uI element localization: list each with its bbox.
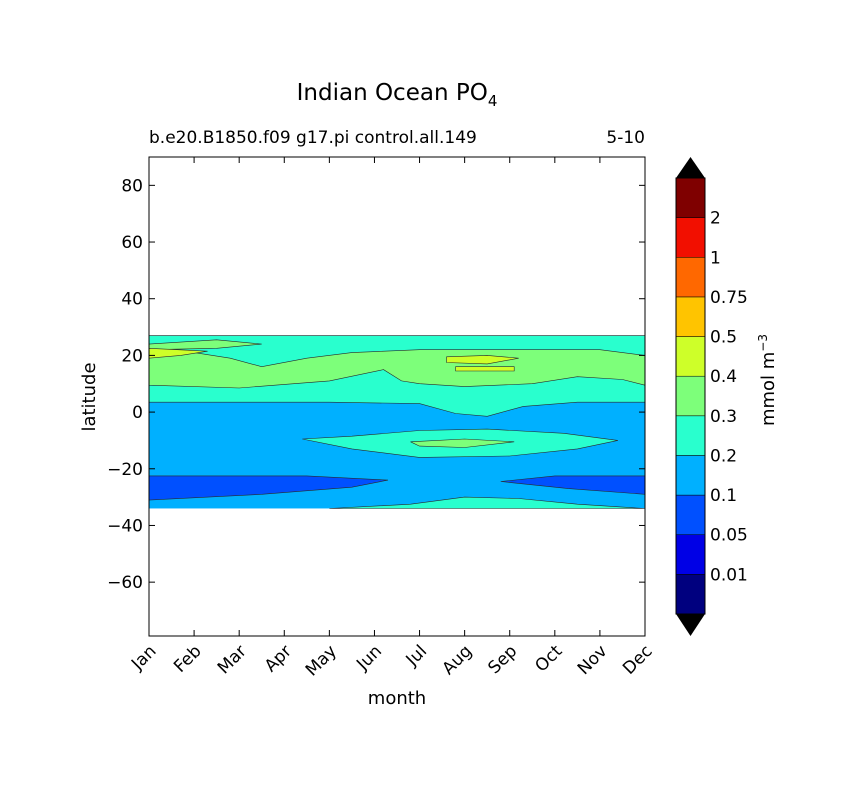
colorbar-segment xyxy=(675,534,706,575)
chart-subtitle-right: 5-10 xyxy=(606,128,645,148)
x-axis-label: month xyxy=(368,688,426,709)
x-tick-label: Jun xyxy=(352,641,386,675)
colorbar-segment xyxy=(675,415,706,456)
y-tick-label: −60 xyxy=(107,573,143,593)
contour-region-aug-0.4 xyxy=(446,355,519,365)
x-tick-label: Feb xyxy=(170,641,205,676)
x-tick-label: Mar xyxy=(214,641,251,678)
chart-title-text: Indian Ocean PO xyxy=(297,80,488,106)
y-axis: 80 60 40 20 0 −20 −40 −60 xyxy=(107,176,645,593)
colorbar-segment xyxy=(675,494,706,535)
colorbar-segment xyxy=(675,455,706,496)
x-tick-label: Nov xyxy=(574,641,612,679)
x-tick-label: Sep xyxy=(484,641,521,678)
y-axis-label: latitude xyxy=(79,362,100,431)
colorbar-frame xyxy=(675,177,706,615)
chart-subtitle-left: b.e20.B1850.f09 g17.pi control.all.149 xyxy=(149,128,477,148)
colorbar-segment xyxy=(675,217,706,258)
x-tick-label: Oct xyxy=(531,641,566,676)
x-tick-label: May xyxy=(302,641,341,680)
x-tick-label: Aug xyxy=(439,641,477,679)
colorbar: 0.01 0.05 0.1 0.2 0.3 0.4 0.5 0.75 1 2 xyxy=(675,157,748,636)
colorbar-tick-label: 0.3 xyxy=(710,407,737,427)
x-tick-label: Jul xyxy=(402,641,431,670)
colorbar-label-superscript: −3 xyxy=(756,334,770,352)
colorbar-tick-label: 0.01 xyxy=(710,565,748,585)
y-tick-label: 80 xyxy=(121,176,143,196)
y-tick-label: 40 xyxy=(121,290,143,310)
colorbar-label-text: mmol m xyxy=(758,352,779,426)
y-tick-label: 60 xyxy=(121,233,143,253)
contour-region-central-0.3 xyxy=(410,438,515,448)
x-tick-label: Apr xyxy=(261,641,296,676)
colorbar-tick-label: 0.4 xyxy=(710,367,737,387)
colorbar-extend-bottom xyxy=(676,614,705,636)
colorbar-segment xyxy=(675,257,706,298)
contour-region-aug-0.4-b xyxy=(455,366,515,372)
colorbar-segment xyxy=(675,336,706,377)
colorbar-tick-label: 0.1 xyxy=(710,486,737,506)
chart-title: Indian Ocean PO4 xyxy=(297,80,498,110)
colorbar-label: mmol m−3 xyxy=(756,334,779,426)
y-tick-label: 0 xyxy=(132,403,143,423)
colorbar-tick-label: 0.2 xyxy=(710,446,737,466)
y-tick-label: −20 xyxy=(107,460,143,480)
y-tick-label: −40 xyxy=(107,516,143,536)
colorbar-tick-label: 0.05 xyxy=(710,526,748,546)
colorbar-segment xyxy=(675,574,706,615)
chart-title-subscript: 4 xyxy=(488,92,498,110)
colorbar-extend-top xyxy=(676,157,705,178)
colorbar-tick-label: 2 xyxy=(710,209,721,229)
x-tick-label: Jan xyxy=(127,641,160,674)
colorbar-segment xyxy=(675,296,706,337)
plot-frame xyxy=(148,156,646,637)
plot-area xyxy=(148,156,646,637)
y-tick-label: 20 xyxy=(121,346,143,366)
colorbar-tick-label: 0.75 xyxy=(710,288,748,308)
colorbar-tick-label: 0.5 xyxy=(710,328,737,348)
colorbar-segment xyxy=(675,177,706,218)
x-tick-label: Dec xyxy=(619,641,656,678)
colorbar-tick-label: 1 xyxy=(710,248,721,268)
colorbar-segment xyxy=(675,375,706,417)
